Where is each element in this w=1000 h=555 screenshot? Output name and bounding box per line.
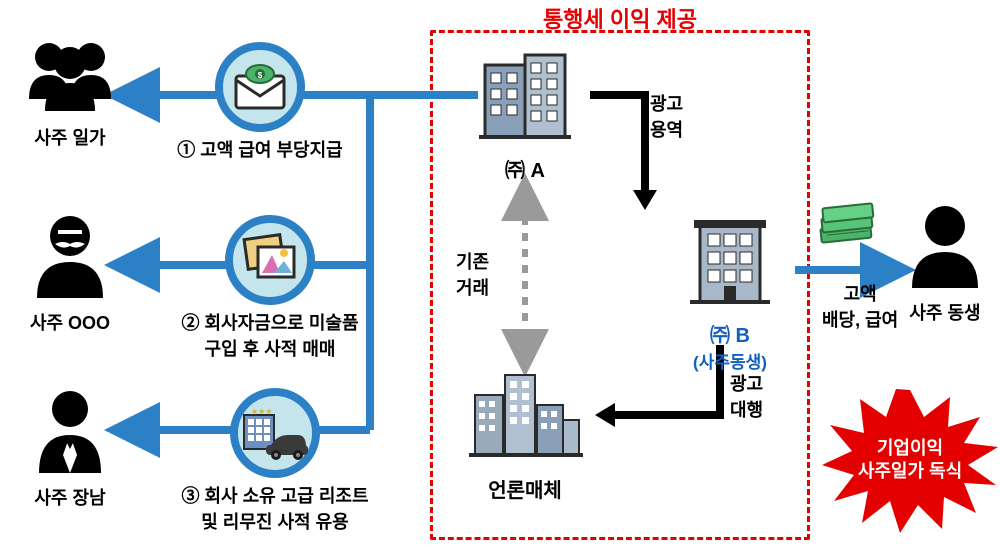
building-a-icon <box>475 45 575 145</box>
starburst-text: 기업이익 사주일가 독식 <box>858 437 962 484</box>
entity-media-label: 언론매체 <box>460 474 590 503</box>
person-silhouette-icon <box>900 200 990 290</box>
svg-text:★★★: ★★★ <box>251 407 273 416</box>
circle-item-1-label: ① 고액 급여 부당지급 <box>145 136 375 162</box>
resort-car-icon: ★★★ <box>230 388 320 478</box>
entity-a: ㈜ A <box>470 45 580 183</box>
person-owner: 사주 OOO <box>15 210 125 335</box>
circle-item-2-label: ② 회사자금으로 미술품 구입 후 사적 매매 <box>145 309 395 361</box>
title-text: 통행세 이익 제공 <box>543 7 697 32</box>
building-b-icon <box>680 210 780 310</box>
city-media-icon <box>465 365 585 465</box>
edge-existing-label: 기존 거래 <box>456 248 489 300</box>
person-sibling-label: 사주 동생 <box>895 299 995 325</box>
edge-ad-service-label: 광고 용역 <box>650 90 683 142</box>
circle-item-1: $ ① 고액 급여 부당지급 <box>145 42 375 162</box>
entity-a-label: ㈜ A <box>470 154 580 183</box>
person-son-label: 사주 장남 <box>15 484 125 510</box>
person-sibling: 사주 동생 <box>895 200 995 325</box>
art-frame-icon <box>225 215 315 305</box>
circle-item-3-label: ③ 회사 소유 고급 리조트 및 리무진 사적 유용 <box>145 482 405 534</box>
title: 통행세 이익 제공 <box>430 2 810 34</box>
circle-item-2: ② 회사자금으로 미술품 구입 후 사적 매매 <box>145 215 395 361</box>
envelope-money-icon: $ <box>215 42 305 132</box>
entity-b: ㈜ B (사주동생) <box>665 210 795 373</box>
edge-ad-agency-label: 광고 대행 <box>730 370 763 422</box>
person-mustache-icon <box>25 210 115 300</box>
person-suit-icon <box>25 385 115 475</box>
person-son: 사주 장남 <box>15 385 125 510</box>
svg-text:$: $ <box>258 71 263 80</box>
entity-media: 언론매체 <box>460 365 590 503</box>
entity-b-label: ㈜ B <box>665 319 795 348</box>
people-group-icon <box>23 35 118 115</box>
edge-dividend-label: 고액 배당, 급여 <box>822 280 898 332</box>
person-family: 사주 일가 <box>15 35 125 150</box>
person-family-label: 사주 일가 <box>15 124 125 150</box>
diagram-canvas: 통행세 이익 제공 <box>0 0 1000 555</box>
person-owner-label: 사주 OOO <box>15 309 125 335</box>
circle-item-3: ★★★ ③ 회사 소유 고급 리조트 및 리무진 사적 유용 <box>145 388 405 534</box>
money-stack-icon <box>812 196 882 252</box>
starburst: 기업이익 사주일가 독식 <box>820 385 1000 535</box>
money-stack <box>812 196 882 257</box>
